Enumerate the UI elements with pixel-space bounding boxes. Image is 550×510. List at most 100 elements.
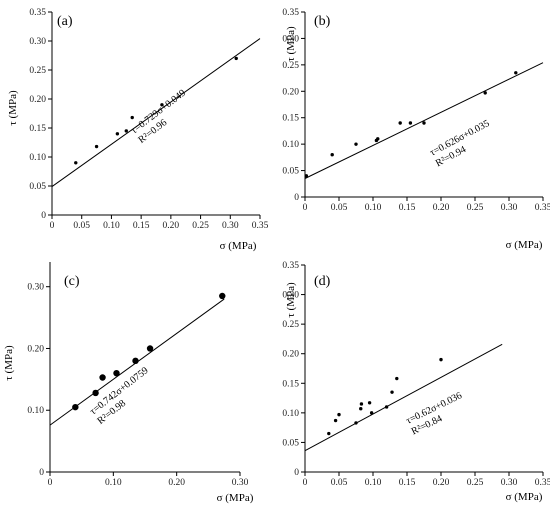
panel-d-y-tick-label: 0.10 bbox=[282, 409, 299, 419]
panel-d-data-point bbox=[390, 390, 394, 394]
panel-a-data-point bbox=[130, 115, 134, 120]
panel-a-y-tick-label: 0.25 bbox=[29, 66, 46, 76]
panel-a-data-point bbox=[160, 103, 164, 107]
panel-c-y-tick-label: 0.30 bbox=[27, 283, 44, 293]
panel-b-x-tick-label: 0.35 bbox=[535, 203, 550, 213]
panel-c: (c) τ (MPa) σ (MPa) τ=0.742σ+0.0759 R²=0… bbox=[3, 262, 254, 504]
panel-b-data-point bbox=[330, 153, 334, 157]
panel-a-ylabel: τ (MPa) bbox=[7, 90, 19, 126]
panel-c-x-tick-label: 0.20 bbox=[168, 478, 185, 488]
panel-d-y-tick-label: 0.15 bbox=[282, 379, 299, 389]
panel-a-y-tick-label: 0.05 bbox=[29, 182, 46, 192]
panel-d-x-tick-label: 0.05 bbox=[331, 478, 348, 488]
panel-d-data-point bbox=[333, 418, 338, 423]
panel-d-y-tick-label: 0.05 bbox=[282, 438, 299, 448]
panel-a-y-tick-label: 0.35 bbox=[29, 8, 46, 18]
panel-a-data-point bbox=[115, 132, 120, 136]
panel-b-y-tick-label: 0.25 bbox=[282, 61, 299, 71]
panel-d-y-tick-label: 0.30 bbox=[282, 291, 299, 301]
panel-a-data-point bbox=[124, 129, 128, 133]
panel-d-x-tick-label: 0.30 bbox=[501, 478, 518, 488]
panel-d-y-tick-label: 0.20 bbox=[282, 350, 299, 360]
panel-a-y-tick-label: 0.20 bbox=[29, 95, 46, 105]
panel-c-data-point bbox=[92, 389, 99, 397]
panel-d-label: (d) bbox=[314, 274, 331, 289]
panel-b-ylabel: τ (MPa) bbox=[285, 26, 297, 62]
panel-c-xlabel: σ (MPa) bbox=[217, 492, 254, 504]
panel-c-equation-group: τ=0.742σ+0.0759 R²=0.98 bbox=[88, 365, 150, 427]
panel-a-x-tick-label: 0.05 bbox=[73, 221, 90, 231]
panel-b: (b) τ (MPa) σ (MPa) τ=0.626σ+0.035 R²=0.… bbox=[282, 8, 550, 251]
panel-b-x-tick-label: 0.05 bbox=[331, 203, 348, 213]
panel-a-x-tick-label: 0.10 bbox=[103, 221, 120, 231]
panel-c-data-point bbox=[219, 292, 226, 300]
panel-a-equation-group: τ=0.729σ+0.049 R²=0.96 bbox=[129, 88, 188, 146]
panel-b-label: (b) bbox=[314, 14, 331, 29]
panel-c-label: (c) bbox=[64, 274, 80, 289]
panel-a-y-tick-label: 0.30 bbox=[29, 37, 46, 47]
panel-b-x-tick-label: 0.20 bbox=[433, 203, 450, 213]
panel-d-data-point bbox=[327, 431, 331, 436]
panel-d-xlabel: σ (MPa) bbox=[506, 491, 543, 503]
panel-a-x-tick-label: 0.20 bbox=[163, 221, 180, 231]
panel-a-x-tick-label: 0 bbox=[50, 221, 55, 231]
panel-c-data-point bbox=[99, 374, 106, 381]
panel-a-data-point bbox=[94, 144, 99, 149]
panel-b-x-tick-label: 0.15 bbox=[399, 203, 416, 213]
panel-b-fit-line bbox=[304, 62, 544, 179]
panel-a-x-tick-label: 0.30 bbox=[222, 221, 239, 231]
panel-d: (d) τ (MPa) σ (MPa) τ=0.62σ+0.036 R²=0.8… bbox=[282, 261, 550, 503]
panel-c-data-point bbox=[113, 369, 120, 377]
panel-b-y-tick-label: 0 bbox=[294, 193, 299, 203]
panel-c-y-tick-label: 0.10 bbox=[27, 406, 44, 416]
panel-a-label: (a) bbox=[57, 14, 73, 29]
panel-b-data-point bbox=[483, 91, 487, 95]
panel-d-data-point bbox=[369, 411, 374, 415]
panel-d-fit-line bbox=[304, 343, 503, 452]
panel-d-x-tick-label: 0.15 bbox=[399, 478, 416, 488]
panel-a-y-tick-label: 0.15 bbox=[29, 124, 46, 134]
panel-b-x-tick-label: 0.25 bbox=[467, 203, 484, 213]
panel-d-x-tick-label: 0.35 bbox=[535, 478, 550, 488]
panel-c-ylabel: τ (MPa) bbox=[3, 345, 15, 381]
panel-a-y-tick-label: 0.10 bbox=[29, 153, 46, 163]
panel-b-data-point bbox=[376, 137, 380, 141]
panel-d-y-tick-label: 0.25 bbox=[282, 320, 299, 330]
panel-b-equation-group: τ=0.626σ+0.035 R²=0.94 bbox=[428, 118, 491, 169]
panel-d-data-point bbox=[337, 412, 341, 417]
panel-d-y-tick-label: 0 bbox=[294, 468, 299, 478]
panel-d-x-tick-label: 0.20 bbox=[433, 478, 450, 488]
panel-d-data-point bbox=[439, 357, 443, 362]
panel-b-y-tick-label: 0.10 bbox=[282, 140, 299, 150]
panel-b-y-tick-label: 0.35 bbox=[282, 8, 299, 18]
panel-a-data-point bbox=[234, 56, 238, 61]
panel-a-xlabel: σ (MPa) bbox=[220, 240, 257, 252]
panel-b-data-point bbox=[422, 121, 426, 125]
panel-c-data-point bbox=[72, 403, 79, 411]
panel-a-data-point bbox=[74, 161, 78, 165]
panel-d-data-point bbox=[359, 407, 363, 411]
panel-d-ylabel: τ (MPa) bbox=[285, 282, 297, 318]
panel-b-xlabel: σ (MPa) bbox=[506, 239, 543, 251]
panel-b-y-tick-label: 0.30 bbox=[282, 34, 299, 44]
panel-d-data-point bbox=[354, 421, 358, 425]
panel-b-y-tick-label: 0.20 bbox=[282, 87, 299, 97]
panel-d-data-point bbox=[359, 402, 364, 406]
panel-d-data-point bbox=[395, 376, 399, 381]
panel-c-data-point bbox=[146, 345, 154, 352]
panel-d-data-point bbox=[367, 401, 372, 405]
panel-b-data-point bbox=[354, 142, 358, 146]
panel-a: (a) τ (MPa) σ (MPa) τ=0.729σ+0.049 R²=0.… bbox=[7, 8, 269, 252]
panel-b-data-point bbox=[514, 71, 518, 75]
panel-a-x-tick-label: 0.35 bbox=[252, 221, 269, 231]
panel-b-data-point bbox=[408, 121, 413, 125]
panel-a-fit-line bbox=[51, 38, 261, 187]
panel-d-y-tick-label: 0.35 bbox=[282, 261, 299, 271]
panel-c-data-point bbox=[132, 357, 139, 365]
panel-c-y-tick-label: 0 bbox=[39, 468, 44, 478]
panel-b-y-tick-label: 0.05 bbox=[282, 167, 299, 177]
panel-c-x-tick-label: 0.30 bbox=[232, 478, 249, 488]
panel-a-x-tick-label: 0.25 bbox=[192, 221, 209, 231]
panel-d-x-tick-label: 0.25 bbox=[467, 478, 484, 488]
